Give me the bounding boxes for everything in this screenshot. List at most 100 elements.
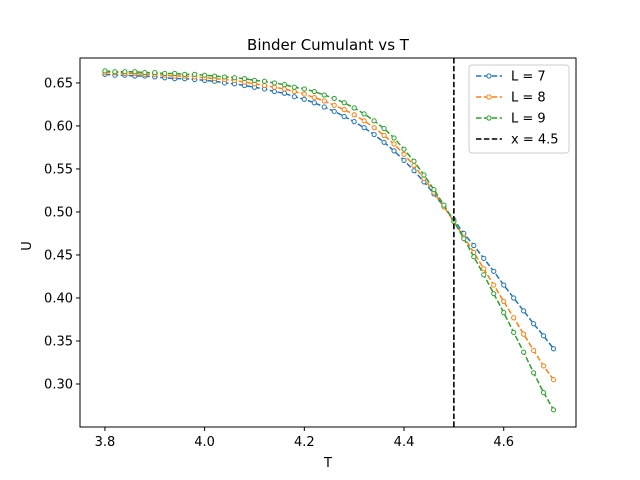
data-point	[391, 148, 397, 154]
x-tick-label: 4.0	[194, 435, 215, 450]
data-point	[241, 76, 248, 82]
x-tick-label: 4.6	[493, 435, 514, 450]
data-point	[182, 71, 188, 77]
data-point	[471, 254, 477, 260]
y-tick-label: 0.65	[44, 76, 73, 91]
data-point	[351, 119, 357, 125]
data-point	[381, 125, 387, 132]
y-axis-label: U	[20, 241, 35, 251]
data-point	[231, 75, 238, 81]
y-tick-label: 0.30	[44, 377, 73, 392]
data-point	[271, 84, 278, 90]
data-point	[361, 125, 367, 131]
legend-box	[468, 64, 570, 154]
legend-marker	[486, 115, 492, 121]
data-point	[421, 172, 427, 178]
y-tick-label: 0.40	[44, 291, 73, 306]
data-point	[291, 84, 297, 90]
data-point	[341, 113, 347, 120]
data-point	[431, 187, 437, 193]
data-point	[521, 331, 527, 337]
series-1	[102, 71, 557, 352]
data-point	[491, 282, 497, 288]
data-point	[471, 242, 477, 249]
data-point	[401, 151, 407, 157]
legend-entry: L = 7	[476, 70, 546, 85]
x-axis-label: T	[323, 456, 332, 471]
data-point	[391, 141, 397, 147]
data-point	[481, 272, 487, 278]
series-line-3	[104, 70, 555, 411]
data-point	[162, 70, 168, 77]
data-point	[531, 321, 537, 327]
series-line-2	[104, 71, 555, 381]
data-point	[301, 91, 307, 97]
data-point	[281, 90, 287, 96]
y-tick-label: 0.55	[44, 162, 73, 177]
data-point	[550, 346, 557, 352]
legend: L = 7 L = 8 L = 9 x = 4.5	[468, 64, 570, 154]
data-point	[261, 82, 268, 89]
data-point	[541, 333, 547, 339]
data-point	[501, 298, 507, 305]
plot-area	[102, 58, 557, 427]
data-point	[331, 95, 337, 102]
axes: 3.8 4.0 4.2 4.4 4.6 0.30 0.35 0.40 0.45 0.50 0.55 0…	[44, 57, 577, 450]
x-tick-label: 4.4	[394, 435, 415, 450]
y-tick-label: 0.60	[44, 119, 73, 134]
data-point	[142, 70, 148, 76]
legend-entry: L = 9	[476, 112, 546, 127]
data-point	[550, 377, 557, 383]
data-point	[541, 389, 547, 396]
data-point	[461, 236, 467, 242]
legend-label: x = 4.5	[511, 133, 559, 148]
data-point	[192, 71, 198, 77]
y-tick-label: 0.45	[44, 248, 73, 263]
data-point	[301, 86, 307, 92]
data-point	[501, 310, 507, 316]
chart-title: Binder Cumulant vs T	[247, 36, 410, 54]
data-point	[321, 92, 327, 98]
data-point	[511, 295, 517, 301]
data-point	[361, 111, 367, 117]
data-point	[321, 104, 327, 110]
data-point	[321, 98, 327, 104]
data-point	[371, 118, 377, 124]
data-point	[341, 100, 347, 106]
data-point	[371, 125, 377, 131]
data-point	[211, 73, 218, 79]
y-tick-label: 0.35	[44, 334, 73, 349]
legend-entry: x = 4.5	[476, 133, 559, 148]
data-point	[132, 69, 138, 75]
data-point	[251, 77, 258, 83]
data-point	[501, 282, 507, 288]
x-tick-label: 3.8	[95, 435, 116, 450]
data-point	[531, 370, 537, 376]
legend-entry: L = 8	[476, 91, 546, 106]
legend-label: L = 8	[511, 91, 546, 106]
data-point	[281, 82, 287, 88]
series-line-1	[104, 73, 555, 350]
legend-label: L = 7	[511, 70, 546, 85]
data-point	[481, 266, 487, 272]
data-point	[550, 407, 557, 413]
legend-marker	[486, 73, 492, 79]
data-point	[531, 347, 537, 354]
data-point	[112, 69, 118, 75]
data-point	[361, 118, 367, 124]
data-point	[411, 168, 417, 174]
data-point	[511, 315, 517, 321]
data-point	[331, 102, 337, 108]
series-3	[102, 68, 557, 413]
data-point	[441, 202, 447, 208]
data-point	[311, 88, 317, 95]
data-point	[351, 105, 357, 111]
data-point	[491, 268, 497, 274]
data-point	[351, 112, 357, 118]
data-point	[152, 70, 158, 76]
data-point	[271, 88, 278, 95]
data-point	[541, 363, 547, 369]
data-point	[341, 107, 347, 113]
axes-frame	[79, 57, 577, 428]
